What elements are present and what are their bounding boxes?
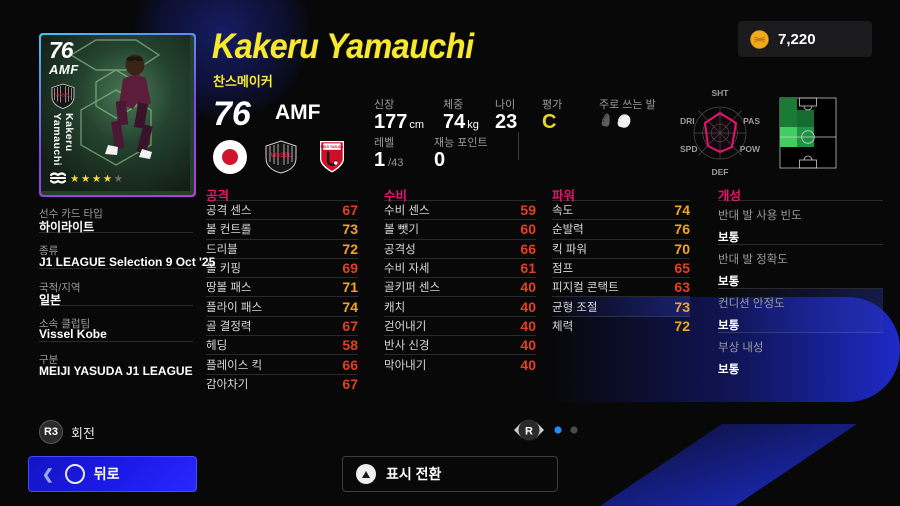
svg-text:MEIJI YASUDA: MEIJI YASUDA <box>320 145 344 149</box>
svg-text:VISSEL: VISSEL <box>55 93 71 98</box>
svg-text:DEF: DEF <box>712 167 729 177</box>
svg-text:VISSEL: VISSEL <box>270 153 292 159</box>
svg-text:SPD: SPD <box>680 144 697 154</box>
svg-text:R: R <box>525 426 533 438</box>
svg-text:SHT: SHT <box>712 88 730 98</box>
svg-text:DRI: DRI <box>680 116 695 126</box>
svg-text:PAS: PAS <box>743 116 760 126</box>
svg-text:POW: POW <box>740 144 760 154</box>
